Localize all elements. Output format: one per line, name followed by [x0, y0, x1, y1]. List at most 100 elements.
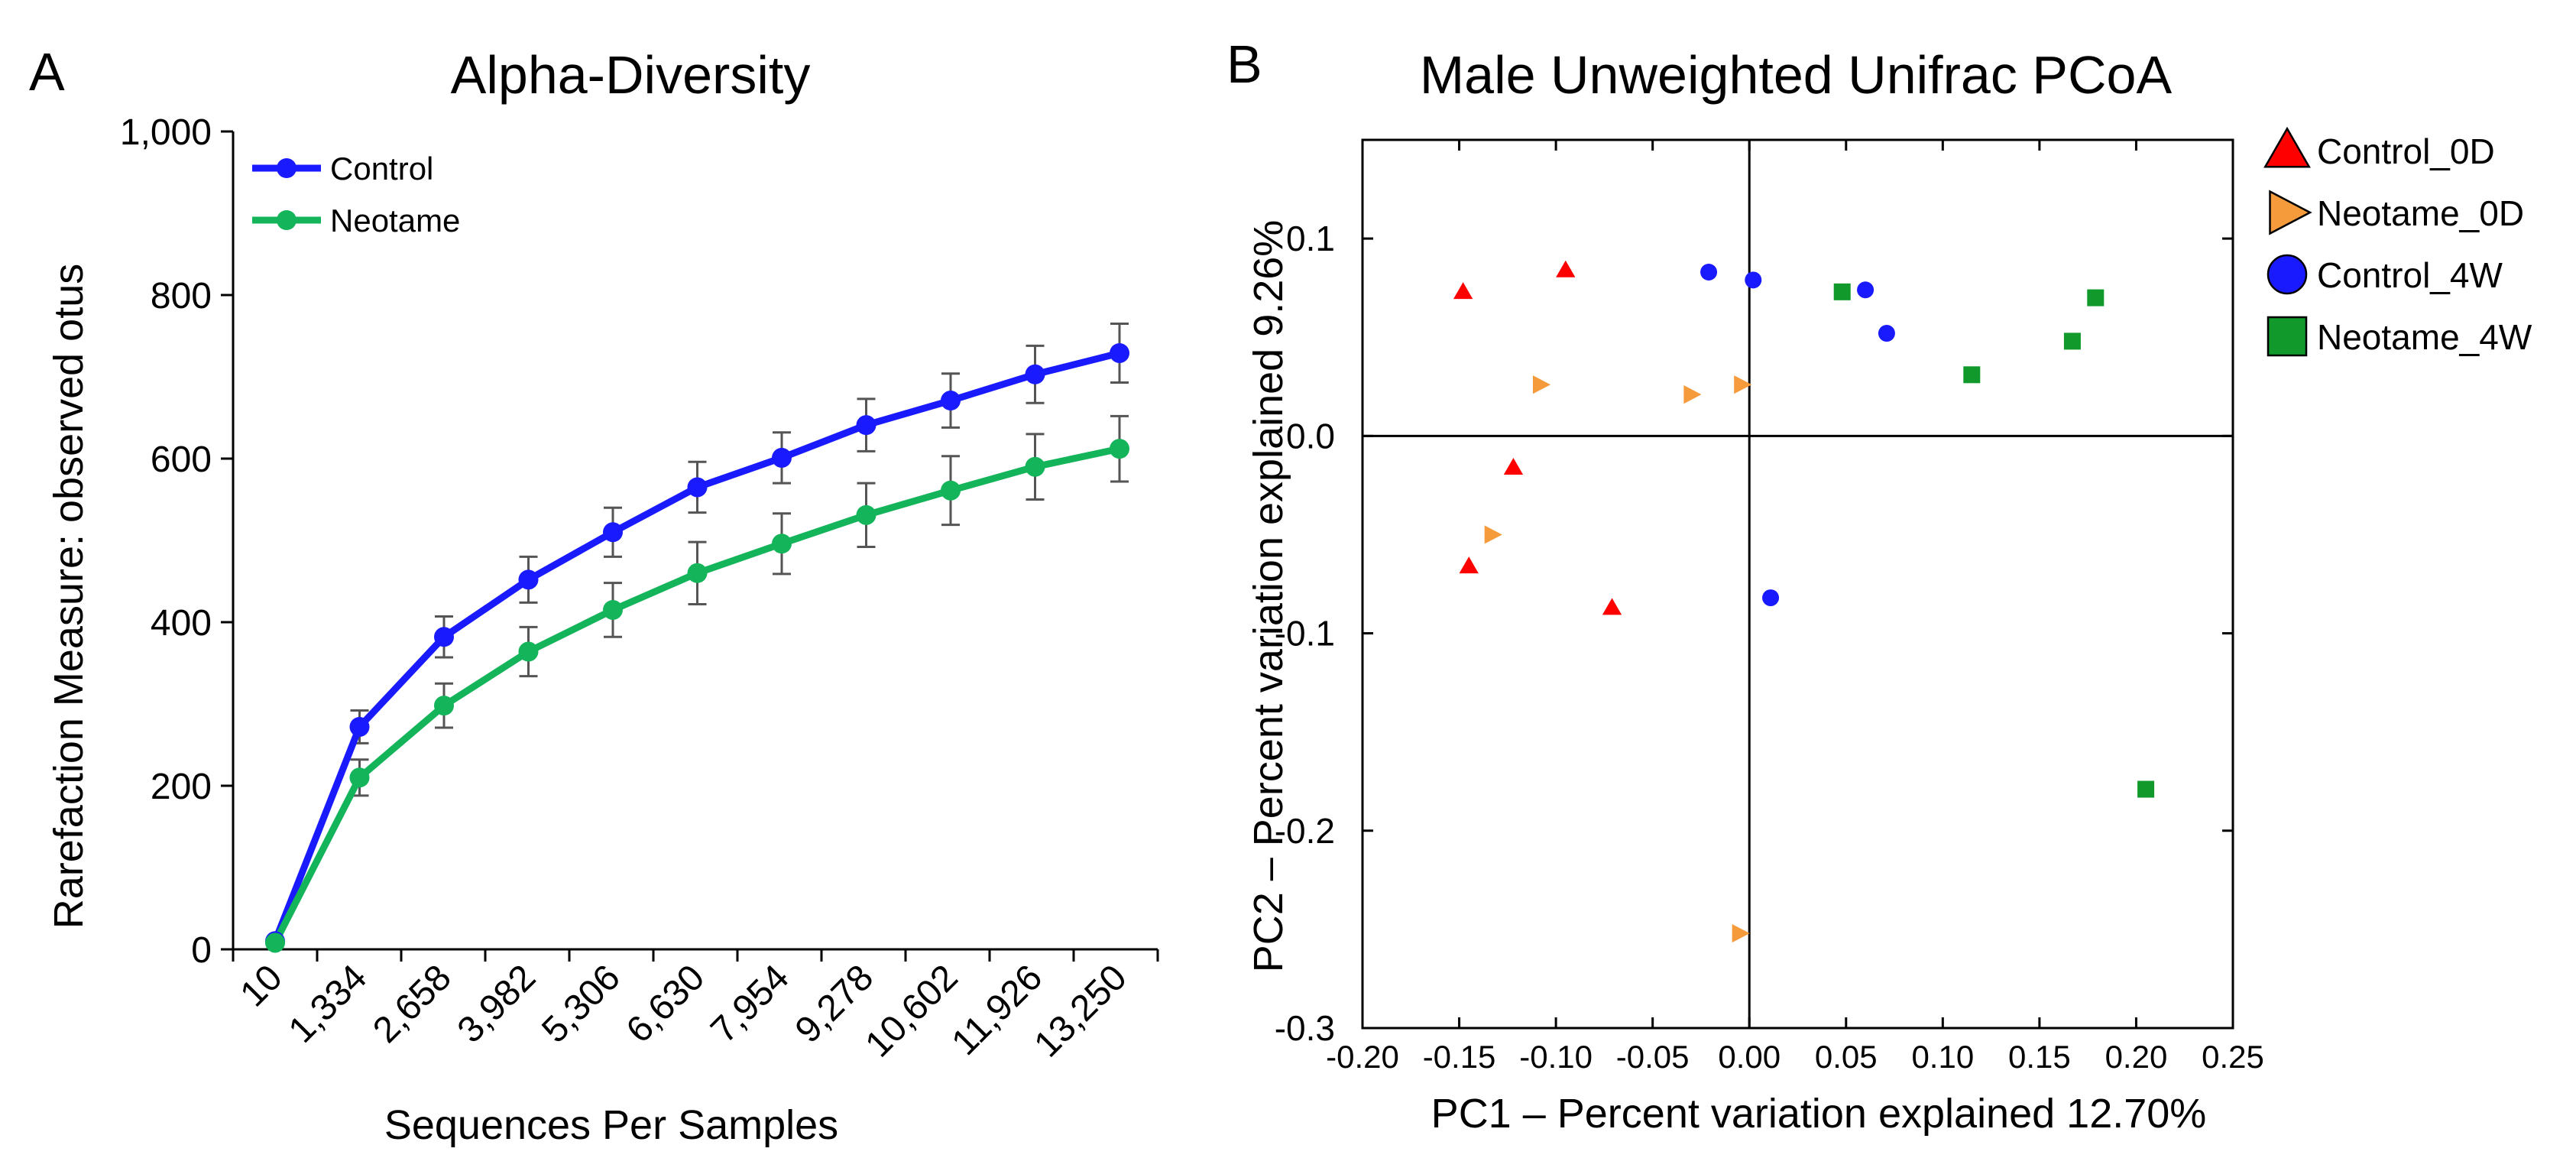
chart-b-xtick-label: 0.25 — [2202, 1039, 2264, 1075]
data-point-control — [1025, 364, 1045, 384]
chart-a-xtick-label: 10,602 — [857, 957, 965, 1065]
chart-a-xtick-label: 2,658 — [365, 957, 458, 1050]
data-point-control-4w — [1700, 264, 1718, 281]
data-point-control — [1110, 342, 1129, 363]
chart-b-xtick-label: 0.15 — [2008, 1039, 2071, 1075]
chart-a-xtick-label: 3,982 — [450, 957, 543, 1050]
data-point-neotame — [941, 480, 961, 501]
data-point-neotame-0d — [1732, 923, 1750, 943]
data-point-neotame — [1025, 456, 1045, 477]
chart-a-xtick-label: 11,926 — [945, 957, 1051, 1063]
data-point-neotame — [265, 933, 285, 953]
chart-a-xtick-label: 5,306 — [534, 957, 627, 1050]
data-point-neotame-4w — [2087, 289, 2105, 307]
series-line-control — [271, 349, 1123, 945]
chart-b-xtick-label: -0.15 — [1423, 1039, 1496, 1075]
chart-b-xtick-label: 0.05 — [1815, 1039, 1878, 1075]
chart-a-xtick-label: 6,630 — [619, 957, 712, 1050]
chart-b-xtick-label: -0.20 — [1326, 1039, 1399, 1075]
data-point-control-0d — [1503, 457, 1524, 475]
data-point-control-0d — [1453, 282, 1473, 300]
chart-a-xtick-label: 13,250 — [1026, 957, 1134, 1065]
chart-a-xtick-label: 7,954 — [703, 957, 796, 1050]
chart-a-ytick-label: 600 — [151, 440, 212, 480]
legend-marker-control — [277, 158, 296, 178]
data-point-control — [772, 447, 792, 468]
data-point-neotame-0d — [1484, 525, 1502, 544]
data-point-neotame — [772, 534, 792, 554]
chart-b-xtick-label: 0.00 — [1718, 1039, 1781, 1075]
chart-a-ytick-label: 1,000 — [120, 112, 212, 153]
data-point-neotame-4w — [1833, 283, 1851, 300]
chart-a-ytick-label: 400 — [151, 603, 212, 644]
legend-label-control-0d: Control_0D — [2317, 131, 2495, 171]
legend-label-control-4w: Control_4W — [2317, 255, 2503, 295]
data-point-control — [434, 627, 454, 647]
data-point-neotame-0d — [1532, 375, 1551, 394]
chart-b-xtick-label: -0.05 — [1616, 1039, 1690, 1075]
legend-marker-control-0d — [2263, 126, 2311, 168]
chart-b-ytick-label: -0.3 — [1275, 1008, 1335, 1048]
data-point-control-4w — [1878, 325, 1895, 342]
chart-b-frame — [1361, 138, 2234, 1030]
data-point-neotame — [687, 563, 708, 583]
data-point-control — [603, 522, 623, 543]
pcoa-chart: Male Unweighted Unifrac PCoA -0.20 -0.15-… — [1246, 45, 2532, 1137]
chart-a-xlabel: Sequences Per Samples — [384, 1102, 838, 1148]
data-point-neotame-0d — [1734, 375, 1752, 394]
series-line-neotame — [271, 445, 1123, 946]
legend-label-neotame-4w: Neotame_4W — [2317, 317, 2532, 357]
chart-a-ylabel: Rarefaction Measure: observed otus — [46, 264, 92, 929]
data-point-control — [349, 716, 370, 737]
data-point-control — [687, 477, 708, 498]
data-point-neotame — [856, 504, 876, 525]
chart-b-ytick-label: -0.1 — [1275, 614, 1335, 654]
chart-b-xlabel: PC1 – Percent variation explained 12.70% — [1431, 1091, 2207, 1137]
chart-b-ytick-label: -0.2 — [1275, 811, 1335, 851]
data-point-neotame-4w — [1963, 366, 1981, 384]
chart-b-xtick-label: 0.20 — [2105, 1039, 2168, 1075]
legend-marker-neotame-0d — [2269, 190, 2312, 235]
chart-b-ytick-label: 0.0 — [1286, 416, 1335, 456]
chart-b-xtick-label: -0.10 — [1519, 1039, 1593, 1075]
data-point-control — [941, 391, 961, 411]
data-point-control-4w — [1762, 589, 1780, 607]
chart-b-xtick-label: 0.10 — [1911, 1039, 1974, 1075]
data-point-neotame — [1110, 439, 1129, 459]
data-point-control — [518, 569, 539, 590]
legend-marker-control-4w — [2267, 254, 2308, 295]
chart-b-ytick-label: 0.1 — [1286, 219, 1335, 258]
chart-b-ylabel: PC2 – Percent variation explained 9.26% — [1246, 220, 1291, 973]
chart-a-xtick-label: 1,334 — [281, 957, 374, 1050]
chart-b-title: Male Unweighted Unifrac PCoA — [1420, 45, 2173, 105]
chart-a-ytick-label: 200 — [151, 767, 212, 807]
legend-marker-neotame-4w — [2267, 316, 2308, 357]
chart-a-legend: Control Neotame — [252, 151, 460, 238]
chart-a-title: Alpha-Diversity — [451, 45, 811, 105]
legend-label-neotame: Neotame — [330, 203, 460, 238]
panel-label-b: B — [1226, 34, 1262, 94]
data-point-neotame-0d — [1683, 385, 1702, 404]
data-point-neotame — [349, 767, 370, 788]
data-point-control-0d — [1556, 260, 1576, 277]
data-point-neotame-4w — [2137, 780, 2155, 798]
legend-label-control: Control — [330, 151, 433, 187]
legend-label-neotame-0d: Neotame_0D — [2317, 193, 2524, 233]
chart-b-legend: Control_0D Neotame_0D Control_4W Neotame_4W — [2263, 126, 2532, 357]
panel-label-a: A — [29, 42, 65, 102]
chart-a-ytick-label: 800 — [151, 276, 212, 316]
chart-a-xtick-label: 10 — [233, 957, 290, 1014]
legend-marker-neotame — [277, 210, 296, 230]
data-point-neotame — [603, 599, 623, 620]
data-point-control-4w — [1745, 271, 1762, 289]
data-point-control-0d — [1459, 556, 1479, 574]
data-point-control-0d — [1602, 598, 1622, 615]
data-point-neotame-4w — [2063, 332, 2081, 350]
data-point-neotame — [518, 641, 539, 662]
data-point-control-4w — [1857, 281, 1874, 299]
chart-a-ytick-label: 0 — [191, 930, 212, 971]
data-point-control — [856, 415, 876, 436]
alpha-diversity-chart: Alpha-Diversity 0 200 400 600 800 1,000 101,33… — [46, 45, 1159, 1148]
data-point-neotame — [434, 696, 454, 716]
